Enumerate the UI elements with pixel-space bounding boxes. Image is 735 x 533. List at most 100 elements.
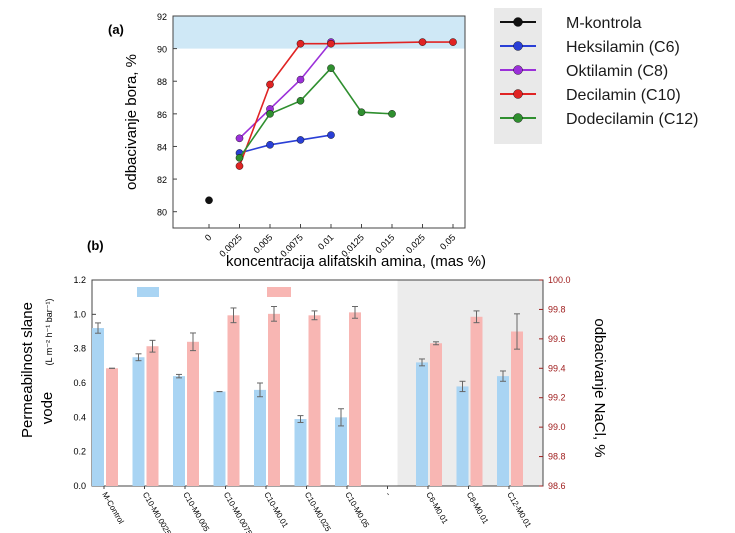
- data-point: [357, 108, 366, 117]
- panel-b-x-axis: M-Control C10-M0.0025 C10-M0.005 C10-M0.007…: [100, 486, 533, 533]
- panel-a-plot-frame: [172, 15, 466, 229]
- data-point: [235, 154, 244, 162]
- panel-a-y-tick-label: 84: [157, 142, 167, 152]
- bar: [349, 312, 361, 486]
- data-point: [266, 110, 274, 118]
- bar: [416, 362, 428, 486]
- bar: [213, 391, 226, 486]
- legend-label: Dodecilamin (C12): [566, 111, 699, 128]
- panel-b-x-tick-label: C12-M0.01: [505, 491, 533, 530]
- panel-b-right-y-tick-label: 99.0: [548, 422, 566, 432]
- panel-b-chart: (b) 0.0 0.2 0.4 0.6 3.8 1.0 1.2 98.6 98.8 99.0 99…: [19, 238, 608, 533]
- panel-b-right-y-tick-label: 99.8: [548, 304, 566, 314]
- legend-swatch-nacl-rejection: [267, 287, 291, 297]
- panel-b-x-tick-label: -: [384, 491, 393, 498]
- series-2-group: [235, 38, 335, 143]
- legend-marker: [513, 41, 523, 51]
- panel-b-left-y-tick-label: 0.4: [73, 412, 86, 422]
- bar: [511, 331, 523, 486]
- bar: [92, 328, 104, 486]
- panel-b-left-y-tick-label: 3.8: [73, 344, 86, 354]
- panel-b-left-y-tick-label: 0.6: [73, 378, 86, 388]
- panel-a-y-tick-label: 92: [157, 12, 167, 22]
- series-line: [238, 66, 393, 159]
- legend-label: Oktilamin (C8): [566, 63, 668, 80]
- bar: [430, 343, 442, 486]
- data-point: [388, 110, 396, 118]
- panel-a-y-tick-label: 82: [157, 175, 167, 185]
- panel-a-y-tick-label: 88: [157, 77, 167, 87]
- panel-b-left-y-axis-label-line1: Permeabilnost slane: [19, 302, 36, 438]
- legend-label: Decilamin (C10): [566, 87, 681, 104]
- bar: [268, 313, 280, 486]
- panel-a-y-axis: 80 82 84 86 88 90 92: [157, 12, 177, 218]
- data-point: [266, 141, 274, 149]
- panel-b-left-y-tick-label: 0.2: [73, 447, 86, 457]
- panel-b-bars-group: [92, 305, 523, 486]
- panel-a-y-tick-label: 86: [157, 110, 167, 120]
- panel-b-x-tick-label: M-Control: [100, 491, 125, 526]
- data-point: [296, 39, 305, 48]
- panel-b-right-y-axis-label: odbacivanje NaCl, %: [591, 318, 608, 457]
- panel-b-right-y-axis: 98.6 98.8 99.0 99.2 99.4 99.6 99.8 100.0: [539, 275, 571, 491]
- series-3-group: [235, 38, 457, 170]
- panel-b-right-y-tick-label: 99.4: [548, 363, 566, 373]
- panel-b-left-y-axis-label-line2: vode: [39, 392, 56, 425]
- bar: [470, 316, 483, 486]
- bar: [106, 368, 118, 486]
- panel-b-x-tick-label: C10-M0.005: [181, 491, 211, 533]
- panel-b-x-tick-label: C10-M0.0075: [222, 491, 254, 533]
- panel-b-right-y-tick-label: 99.6: [548, 334, 566, 344]
- legend-swatch-permeability: [137, 287, 159, 297]
- panel-b-x-tick-label: C8-M0.01: [465, 491, 491, 526]
- bar: [294, 419, 307, 486]
- legend-marker: [513, 17, 523, 27]
- data-point: [296, 75, 305, 84]
- bar: [254, 389, 266, 486]
- data-point: [418, 38, 427, 46]
- panel-b-x-tick-label: C6-M0.01: [424, 491, 450, 526]
- data-point: [296, 136, 305, 144]
- bar: [497, 376, 509, 486]
- legend-marker: [513, 113, 523, 123]
- series-1-group: [235, 131, 335, 157]
- panel-b-x-tick-label: C10-M0.025: [303, 491, 333, 533]
- panel-b-x-tick-label: C10-M0.01: [262, 491, 290, 530]
- panel-a-x-tick-label: 0.01: [316, 232, 335, 251]
- legend-label: M-kontrola: [566, 15, 642, 32]
- panel-b-x-tick-label: C10-M0.0025: [141, 491, 173, 533]
- data-point: [296, 97, 305, 105]
- bar: [173, 376, 185, 486]
- panel-b-right-y-tick-label: 98.6: [548, 481, 566, 491]
- panel-a-label: (a): [108, 22, 124, 37]
- legend-marker: [513, 89, 523, 99]
- series-line: [239, 134, 332, 154]
- panel-a-x-tick-label: 0.005: [251, 232, 274, 255]
- panel-b-legend: [137, 287, 291, 297]
- data-point: [205, 196, 213, 205]
- panel-b-left-y-tick-label: 1.0: [73, 309, 86, 319]
- legend-label: Heksilamin (C6): [566, 39, 680, 56]
- panel-a-y-axis-label: odbacivanje bora, %: [123, 54, 140, 190]
- series-4-group: [235, 64, 396, 162]
- panel-b-left-y-tick-label: 0.0: [73, 481, 86, 491]
- panel-a-legend: M-kontrola Heksilamin (C6) Oktilamin (C8) D…: [494, 8, 699, 144]
- panel-a-y-tick-label: 90: [157, 45, 167, 55]
- panel-b-right-y-tick-label: 100.0: [548, 275, 571, 285]
- data-point: [235, 134, 244, 143]
- panel-a-y-tick-label: 80: [157, 208, 167, 218]
- bar: [308, 315, 321, 486]
- data-point: [235, 162, 244, 170]
- series-line: [238, 41, 332, 139]
- legend-marker: [513, 65, 523, 75]
- panel-a-series-group: [205, 38, 457, 205]
- panel-b-x-tick-label: C10-M0.05: [343, 491, 371, 530]
- panel-b-right-y-tick-label: 99.2: [548, 393, 566, 403]
- data-point: [327, 131, 335, 139]
- data-point: [327, 39, 335, 48]
- data-point: [266, 80, 274, 89]
- panel-b-left-y-axis-unit: (L m⁻² h⁻¹ bar⁻¹): [44, 299, 54, 366]
- panel-b-label: (b): [87, 238, 104, 253]
